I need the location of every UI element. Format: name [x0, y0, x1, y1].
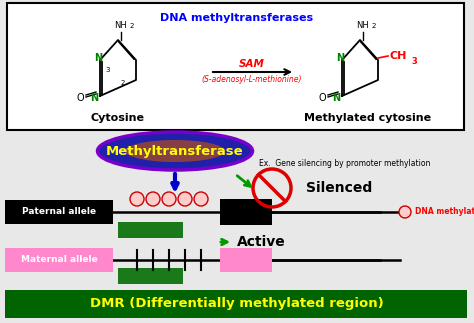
Bar [220, 199, 272, 225]
Circle shape [178, 192, 192, 206]
Ellipse shape [125, 140, 225, 162]
Text: 2: 2 [130, 23, 134, 29]
Text: 2: 2 [372, 23, 376, 29]
Bar [118, 222, 183, 238]
Text: DNA methylation: DNA methylation [415, 207, 474, 216]
Text: N: N [332, 93, 340, 103]
Bar [5, 200, 113, 224]
Text: N: N [336, 53, 344, 63]
Text: 2: 2 [121, 80, 125, 86]
Text: Silenced: Silenced [306, 181, 372, 195]
FancyBboxPatch shape [7, 3, 464, 130]
Bar [220, 248, 272, 272]
Text: Methyltransferase: Methyltransferase [106, 144, 244, 158]
Text: O: O [318, 93, 326, 103]
Text: NH: NH [356, 22, 369, 30]
Text: N: N [94, 53, 102, 63]
Text: CH: CH [389, 51, 407, 61]
Text: 3: 3 [106, 67, 110, 73]
Text: DNA methyltransferases: DNA methyltransferases [160, 13, 314, 23]
Text: N: N [90, 93, 98, 103]
Text: SAM: SAM [239, 59, 265, 69]
Text: O: O [76, 93, 84, 103]
Text: Methylated cytosine: Methylated cytosine [304, 113, 431, 123]
Text: DMR (Differentially methylated region): DMR (Differentially methylated region) [90, 297, 384, 310]
Text: NH: NH [115, 22, 128, 30]
Circle shape [146, 192, 160, 206]
Bar [5, 248, 113, 272]
Text: Maternal allele: Maternal allele [21, 255, 97, 265]
Text: Cytosine: Cytosine [91, 113, 145, 123]
Text: (S-adenosyl-L-methionine): (S-adenosyl-L-methionine) [202, 76, 302, 85]
Text: Active: Active [237, 235, 286, 249]
Circle shape [130, 192, 144, 206]
Bar [118, 268, 183, 284]
Ellipse shape [98, 132, 253, 170]
Text: Ex.  Gene silencing by promoter methylation: Ex. Gene silencing by promoter methylati… [259, 160, 431, 169]
Circle shape [162, 192, 176, 206]
Bar [5, 290, 467, 318]
Circle shape [399, 206, 411, 218]
Text: 3: 3 [411, 57, 417, 67]
Text: Paternal allele: Paternal allele [22, 207, 96, 216]
Circle shape [194, 192, 208, 206]
